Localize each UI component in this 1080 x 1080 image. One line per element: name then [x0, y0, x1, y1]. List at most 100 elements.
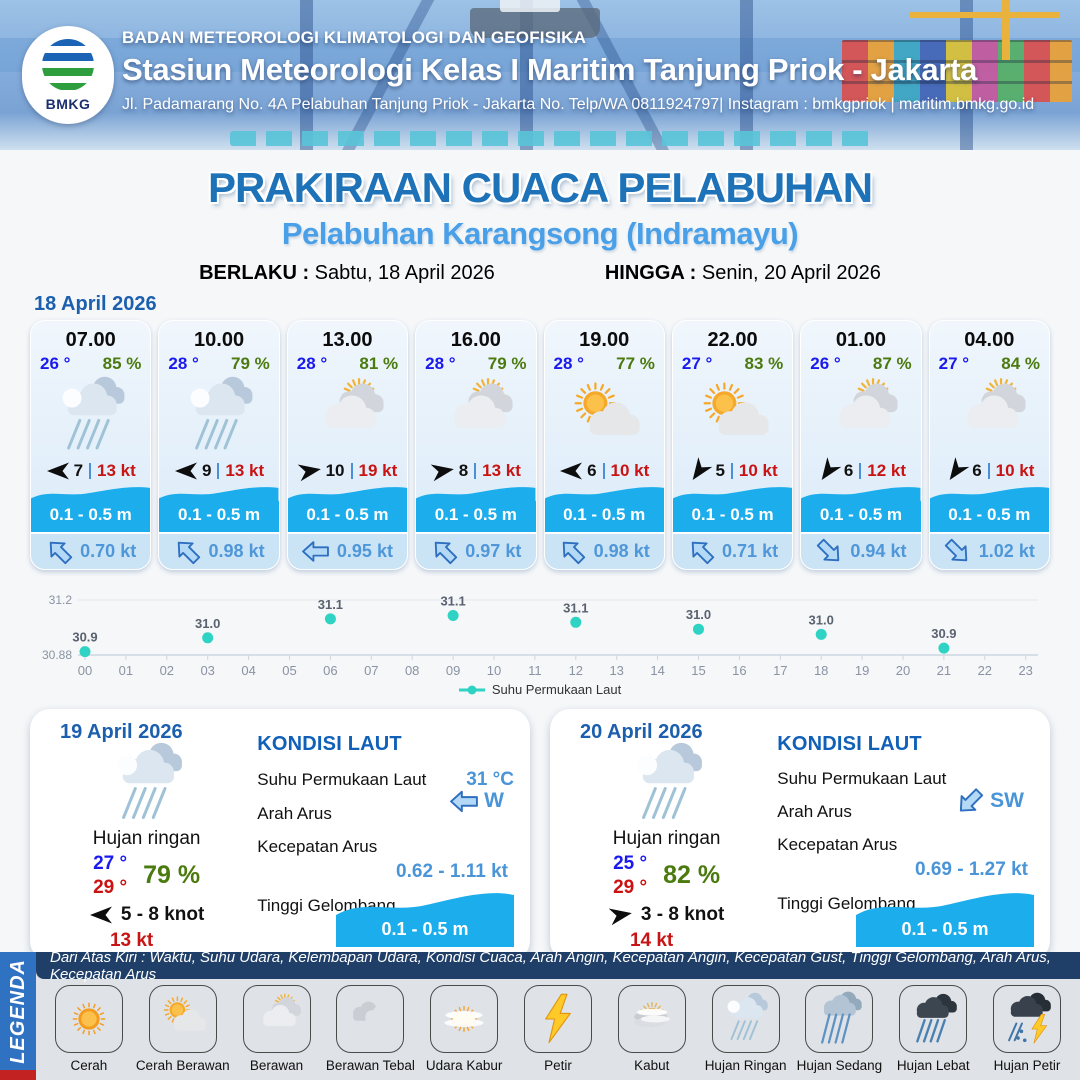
separator: [350, 463, 353, 480]
cerah-berawan-icon: [703, 382, 769, 435]
containers-illustration: [842, 40, 1072, 102]
daily-date: 19 April 2026: [60, 721, 183, 743]
current-speed-value: 0.69 - 1.27 kt: [914, 859, 1028, 880]
current-speed: 0.70 kt: [80, 541, 137, 562]
daily-temps: 25 ° 29 ° 82 %: [613, 852, 720, 900]
hingga-value: Senin, 20 April 2026: [701, 262, 881, 284]
wind-dart-icon: [89, 906, 112, 923]
legend-item-label: Cerah Berawan: [135, 1058, 230, 1073]
legend-item-label: Berawan Tebal: [325, 1058, 415, 1073]
legend-item-label: Petir: [544, 1058, 572, 1073]
berawan-icon: [326, 378, 385, 428]
berawan-icon: [839, 378, 898, 428]
svg-text:05: 05: [282, 663, 296, 678]
forecast-card: 07.00 26 ° 85 % 7 13 kt 0.1 - 0.5 m 0.70…: [30, 320, 152, 570]
legend-item: Petir: [511, 985, 605, 1073]
svg-text:09: 09: [446, 663, 460, 678]
wind-row: 7 13 kt: [31, 460, 150, 482]
gust-speed: 10 kt: [995, 461, 1035, 481]
svg-text:13: 13: [609, 663, 623, 678]
current-direction-icon: [956, 787, 984, 813]
current-speed: 1.02 kt: [978, 541, 1035, 562]
current-arrow-icon: [562, 541, 586, 565]
weather-icon: [336, 985, 405, 1053]
current-speed-value: 0.62 - 1.11 kt: [396, 861, 508, 882]
page-subtitle: Pelabuhan Karangsong (Indramayu): [281, 216, 799, 251]
humidity: 82 %: [663, 861, 721, 890]
weather-icon: [523, 985, 592, 1053]
humidity: 77 %: [616, 354, 655, 373]
wave-height-graphic: 0.1 - 0.5 m: [336, 887, 514, 947]
org-name: BADAN METEOROLOGI KLIMATOLOGI DAN GEOFIS…: [122, 28, 587, 47]
forecast-cards-row: 07.00 26 ° 85 % 7 13 kt 0.1 - 0.5 m 0.70…: [0, 320, 1080, 570]
wave-height: 0.1 - 0.5 m: [287, 501, 408, 533]
wave-height: 0.1 - 0.5 m: [416, 501, 536, 533]
temp-humidity-row: 27 ° 84 %: [930, 352, 1049, 374]
daily-card-20-april: 20 April 2026 Hujan ringan 25 ° 29 ° 82 …: [550, 709, 1050, 961]
legend-item: Hujan Sedang: [793, 985, 887, 1073]
current-speed: 0.95 kt: [336, 541, 393, 562]
hujan-lebat-icon: [916, 993, 958, 1043]
forecast-time: 10.00: [194, 329, 245, 351]
svg-text:12: 12: [569, 663, 583, 678]
wave-height-graphic: 0.1 - 0.5 m: [856, 887, 1034, 947]
legend-item: Hujan Ringan: [699, 985, 793, 1073]
gust-speed: 19 kt: [358, 461, 398, 481]
header: BMKG BADAN METEOROLOGI KLIMATOLOGI DAN G…: [0, 0, 1080, 150]
title-block: PRAKIRAAN CUACA PELABUHAN Pelabuhan Kara…: [0, 150, 1080, 285]
forecast-time: 01.00: [835, 329, 886, 351]
separator: [89, 463, 92, 480]
sst-value: 31 °C: [466, 769, 514, 790]
gust-speed: 14 kt: [629, 929, 674, 951]
legend-item: Kabut: [605, 985, 699, 1073]
current-direction-label: Arah Arus: [777, 802, 852, 821]
legend-marker-icon: [458, 685, 485, 694]
wind-dart-icon: [821, 457, 842, 481]
wind-dart-icon: [693, 457, 713, 481]
wind-speed: 6: [972, 461, 982, 481]
current-arrow-icon: [49, 541, 72, 565]
legend-items: Cerah Cerah Berawan Berawan Berawan Teba…: [36, 979, 1080, 1080]
weather-icon: [159, 374, 278, 460]
svg-text:10: 10: [487, 663, 501, 678]
berawan-icon: [968, 378, 1026, 428]
current-direction-icon: [174, 540, 202, 565]
svg-text:03: 03: [200, 663, 214, 678]
current-row: 0.71 kt: [672, 532, 793, 569]
forecast-card: 04.00 27 ° 84 % 6 10 kt 0.1 - 0.5 m 1.02…: [928, 320, 1050, 570]
svg-text:02: 02: [160, 663, 174, 678]
svg-text:31.1: 31.1: [563, 600, 588, 615]
temp-humidity-row: 26 ° 85 %: [31, 352, 150, 374]
sst-chart-legend: Suhu Permukaan Laut: [30, 682, 1050, 697]
svg-text:11: 11: [528, 663, 542, 678]
hujan-ringan-icon: [727, 992, 768, 1041]
wind-direction-icon: [174, 461, 198, 481]
legend-footer: LEGENDA Dari Atas Kiri : Waktu, Suhu Uda…: [0, 949, 1080, 1080]
humidity: 79 %: [487, 354, 527, 373]
wave-crest-graphic: [336, 893, 514, 947]
separator: [217, 463, 220, 480]
hujan-sedang-icon: [821, 991, 863, 1044]
wind-direction-icon: [430, 461, 455, 482]
wind-speed: 7: [73, 461, 84, 481]
current-direction-icon: [559, 540, 587, 565]
sst-chart: 31.2 30.88 00 01 02 03 04 05 06 07 08 09 10 11 12 13 14 1…: [30, 580, 1050, 697]
wind-direction-icon: [89, 905, 113, 925]
forecast-card: 22.00 27 ° 83 % 5 10 kt 0.1 - 0.5 m 0.71…: [671, 320, 794, 570]
wind-direction-icon: [608, 905, 633, 925]
current-row: 0.97 kt: [416, 532, 536, 569]
wave-height: 0.1 - 0.5 m: [31, 501, 151, 533]
current-direction-icon: [687, 540, 715, 565]
legend-item: Hujan Petir: [980, 985, 1074, 1073]
wind-direction-icon: [46, 461, 70, 481]
current-speed: 0.97 kt: [465, 541, 522, 562]
wave-crest-graphic: [544, 487, 664, 502]
wave-crest-graphic: [416, 487, 536, 502]
forecast-card: 13.00 28 ° 81 % 10 19 kt 0.1 - 0.5 m 0.9…: [286, 320, 409, 570]
gust-speed: 10 kt: [738, 461, 778, 481]
temp-humidity-row: 28 ° 79 %: [416, 352, 535, 374]
wind-dart-icon: [560, 462, 583, 480]
wind-direction-icon: [559, 461, 583, 481]
cerah-icon: [72, 1002, 106, 1036]
